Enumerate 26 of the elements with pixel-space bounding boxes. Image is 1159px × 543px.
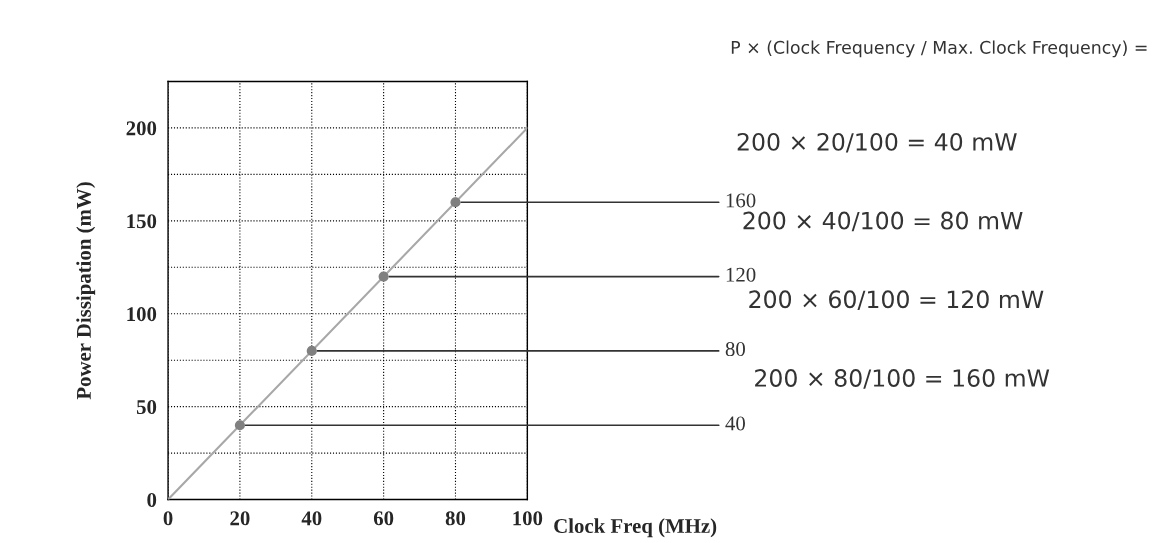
x-tick-label: 0 — [163, 511, 173, 526]
text: 200 × 40/100 = 80 mW — [743, 211, 1023, 232]
x-tick-label: 60 — [373, 511, 394, 526]
y-tick-label: 50 — [136, 400, 157, 415]
y-tick-label: 200 — [126, 121, 157, 136]
y-tick-label: 0 — [147, 492, 157, 507]
x-axis-title: Clock Freq (MHz) — [554, 518, 717, 538]
x-tick-label: 100 — [513, 511, 543, 526]
point — [450, 197, 461, 208]
y-axis-title: Power Dissipation (mW) — [76, 182, 96, 400]
text: 200 × 80/100 = 160 mW — [755, 369, 1050, 389]
text: P × (Clock Frequency / Max. Clock Frequency) = — [731, 40, 1147, 58]
y-tick-label: 100 — [127, 307, 157, 322]
x-tick-label: 40 — [301, 511, 322, 526]
annotation: 40 — [725, 416, 745, 431]
annotation: 120 — [726, 267, 756, 282]
point — [234, 420, 245, 431]
text: 200 × 20/100 = 40 mW — [737, 132, 1017, 153]
x-tick-label: 20 — [230, 511, 250, 526]
y-tick-label: 150 — [127, 214, 157, 229]
x-tick-label: 80 — [445, 511, 466, 526]
point — [378, 271, 389, 282]
text: 200 × 60/100 = 120 mW — [749, 290, 1044, 311]
annotation: 160 — [726, 193, 756, 208]
point — [306, 345, 317, 356]
annotation: 80 — [725, 342, 745, 357]
